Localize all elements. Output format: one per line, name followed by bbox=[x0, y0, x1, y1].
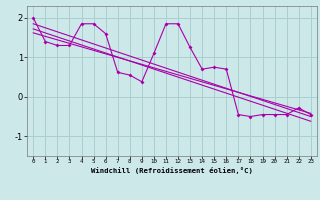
X-axis label: Windchill (Refroidissement éolien,°C): Windchill (Refroidissement éolien,°C) bbox=[91, 167, 253, 174]
